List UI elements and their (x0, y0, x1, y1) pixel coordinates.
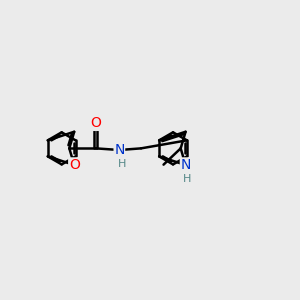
Text: H: H (183, 174, 191, 184)
Text: O: O (90, 116, 101, 130)
Text: N: N (180, 158, 191, 172)
Text: O: O (69, 158, 80, 172)
Text: H: H (118, 159, 126, 169)
Text: N: N (114, 143, 124, 157)
